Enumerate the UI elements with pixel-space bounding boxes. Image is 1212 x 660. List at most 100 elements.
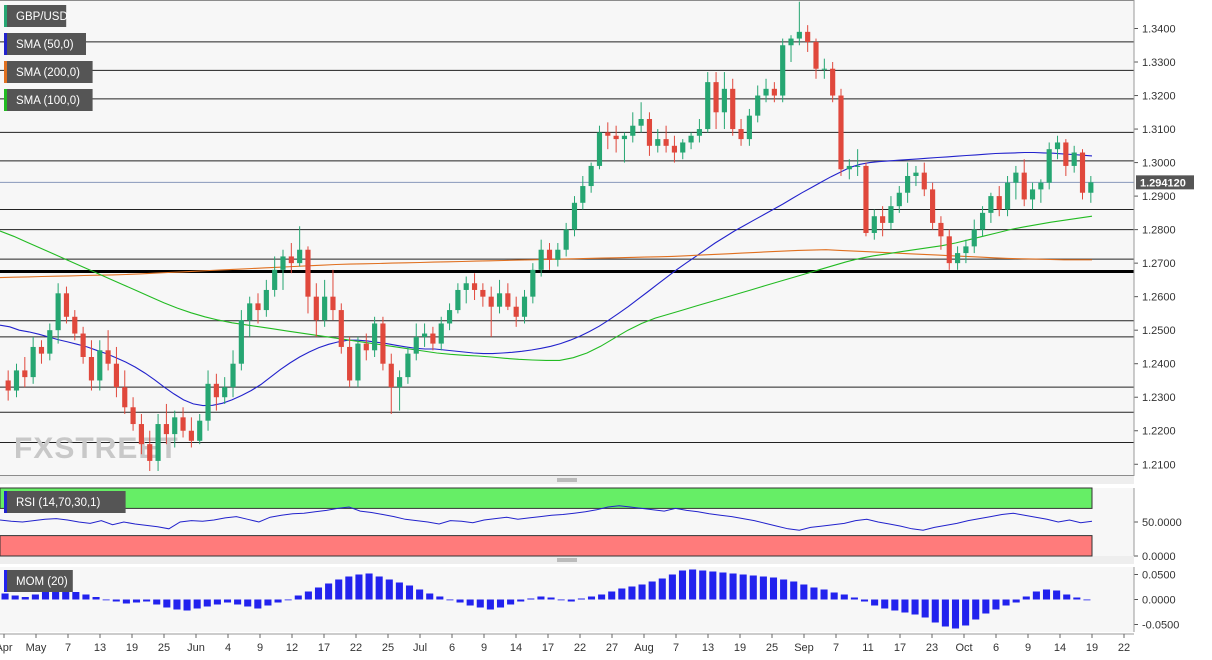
momentum-bar — [567, 599, 575, 602]
label-sma-1-bg — [4, 61, 93, 83]
candle-body — [780, 45, 786, 96]
candle-body — [430, 333, 436, 344]
candle-body — [388, 363, 394, 388]
momentum-bar — [193, 599, 201, 609]
momentum-bar — [264, 599, 272, 606]
momentum-bar — [668, 574, 676, 600]
mom-y-tick-label: 0.0500 — [1142, 570, 1176, 582]
label-gbpusd: GBP/USD — [16, 11, 68, 23]
candle-body — [638, 119, 644, 126]
momentum-bar — [860, 599, 869, 602]
candle-body — [30, 346, 36, 378]
candle-body — [438, 323, 444, 344]
momentum-bar — [173, 599, 181, 610]
candle-body — [930, 189, 936, 223]
candle-body — [821, 68, 827, 70]
momentum-bar — [213, 599, 221, 605]
momentum-bar — [1032, 591, 1040, 600]
candle-body — [563, 229, 569, 250]
candle-body — [471, 283, 478, 290]
momentum-bar — [992, 599, 1000, 610]
candle-body — [22, 370, 28, 378]
candle-body — [688, 135, 694, 143]
candle-body — [288, 256, 294, 264]
momentum-bar — [608, 591, 616, 600]
label-sma-0-bg — [4, 33, 86, 55]
momentum-bar — [476, 599, 484, 608]
candle-body — [397, 377, 403, 388]
candle-body — [405, 353, 411, 378]
x-tick-label: 23 — [926, 642, 938, 654]
candle-body — [938, 222, 944, 237]
candle-body — [530, 269, 536, 297]
x-tick-label: 25 — [382, 642, 394, 654]
label-rsi-swatch — [4, 491, 7, 513]
candle-body — [413, 336, 419, 354]
momentum-bar — [931, 599, 939, 623]
momentum-bar — [183, 599, 191, 611]
x-tick-label: 27 — [606, 642, 618, 654]
momentum-bar — [820, 589, 828, 600]
x-tick-label: Oct — [955, 642, 972, 654]
candle-body — [280, 256, 286, 270]
candle-body — [238, 320, 244, 364]
x-tick-label: Aug — [634, 642, 654, 654]
candle-body — [213, 383, 219, 398]
momentum-bar — [1063, 594, 1071, 600]
candle-body — [755, 95, 761, 116]
x-tick-label: 13 — [94, 642, 106, 654]
candle-body — [796, 31, 802, 39]
candle-body — [205, 383, 211, 421]
candle-body — [263, 289, 269, 311]
label-rsi-bg — [4, 491, 126, 513]
candle-body — [88, 357, 95, 381]
candle-body — [380, 323, 386, 364]
candle-body — [180, 417, 186, 431]
candle-body — [680, 142, 686, 153]
label-sma-0-swatch — [4, 33, 7, 55]
x-tick-label: 22 — [350, 642, 362, 654]
momentum-bar — [153, 599, 161, 605]
candle-body — [488, 296, 494, 307]
x-tick-label: 9 — [257, 642, 263, 654]
momentum-bar — [335, 579, 343, 600]
x-tick-label: Apr — [0, 642, 13, 654]
x-tick-label: 7 — [833, 642, 839, 654]
candle-body — [222, 387, 228, 398]
candle-body — [1021, 172, 1027, 200]
candle-body — [863, 165, 869, 233]
candle-body — [38, 346, 45, 354]
candle-body — [1054, 142, 1061, 150]
candle-body — [363, 343, 369, 351]
y-tick-label: 1.2200 — [1142, 426, 1176, 438]
pane-divider-2 — [0, 556, 1134, 564]
candle-body — [713, 82, 719, 113]
candle-body — [721, 88, 727, 113]
momentum-bar — [385, 579, 393, 600]
y-tick-label: 1.3400 — [1142, 23, 1176, 35]
candle-body — [147, 444, 153, 461]
x-tick-label: 9 — [481, 642, 487, 654]
candle-body — [988, 196, 994, 213]
momentum-bar — [345, 576, 353, 600]
x-tick-label: 19 — [1086, 642, 1098, 654]
candle-body — [138, 424, 144, 445]
momentum-bar — [284, 599, 292, 601]
momentum-bar — [951, 599, 960, 629]
candle-body — [505, 293, 511, 307]
x-tick-label: 22 — [574, 642, 586, 654]
x-tick-label: 17 — [894, 642, 906, 654]
candle-body — [247, 303, 253, 321]
momentum-bar — [719, 572, 727, 600]
label-gbpusd-swatch — [4, 5, 7, 27]
candle-body — [1029, 189, 1036, 200]
x-tick-label: 14 — [510, 642, 522, 654]
momentum-bar — [699, 570, 707, 600]
momentum-bar — [759, 576, 767, 600]
mom-y-tick-label: 0.0000 — [1142, 595, 1176, 607]
momentum-bar — [658, 578, 666, 600]
y-tick-label: 1.2500 — [1142, 325, 1176, 337]
momentum-bar — [527, 598, 535, 600]
label-gbpusd-bg — [4, 5, 67, 27]
